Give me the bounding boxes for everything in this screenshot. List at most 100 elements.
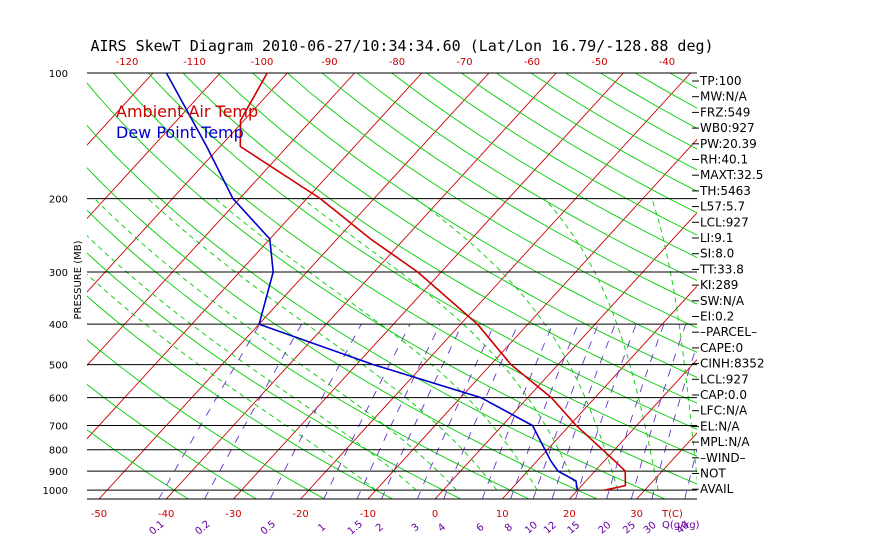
- index-entry: EL:N/A: [700, 419, 740, 433]
- mixing-ratio-line: [684, 447, 697, 499]
- mixing-ratio-line: [381, 323, 463, 499]
- legend-entry: Dew Point Temp: [116, 123, 244, 142]
- mixing-ratio-line: [481, 324, 554, 499]
- isobar-lines: [87, 72, 697, 500]
- mixing-ratio-line: [651, 343, 697, 499]
- index-entry: TP:100: [699, 74, 742, 88]
- mixing-ratio-line: [323, 323, 411, 499]
- isotherm-line: [87, 73, 154, 146]
- mixing-ratio-unit-label: Q(g/kg): [662, 520, 700, 531]
- dry-adiabat-line: [87, 429, 189, 499]
- mixing-ratio-line: [158, 323, 261, 499]
- index-entry: LCL:927: [700, 215, 749, 229]
- pressure-tick-label: 400: [49, 320, 68, 331]
- mixing-ratio-tick-label: 30: [642, 520, 659, 537]
- pressure-tick-label: 200: [49, 195, 68, 206]
- moist-adiabat-line: [214, 198, 538, 491]
- index-entry: TH:5463: [699, 184, 751, 198]
- mixing-ratio-tick-label: 20: [597, 520, 614, 537]
- top-temp-tick-label: -80: [389, 57, 405, 68]
- pressure-tick-label: 1000: [43, 486, 68, 497]
- isotherm-line: [501, 285, 697, 499]
- isotherm-line: [87, 73, 423, 440]
- index-entry: LFC:N/A: [700, 404, 748, 418]
- pressure-tick-label: 800: [49, 446, 68, 457]
- pressure-tick-label: 500: [49, 361, 68, 372]
- bottom-temp-tick-label: -20: [292, 509, 308, 520]
- index-entry: NOT: [700, 467, 726, 481]
- mixing-ratio-tick-label: 2: [374, 522, 386, 535]
- index-entry: CAP:0.0: [700, 388, 747, 402]
- dry-adiabat-line: [844, 73, 870, 499]
- pressure-tick-label: 600: [49, 394, 68, 405]
- dry-adiabat-line: [356, 73, 697, 281]
- dry-adiabat-line: [182, 73, 697, 404]
- dry-adiabat-line: [87, 252, 461, 499]
- top-temp-tick-label: -50: [591, 57, 607, 68]
- dry-adiabat-line: [252, 73, 697, 353]
- index-entry: SI:8.0: [700, 247, 734, 261]
- mixing-ratio-line: [630, 324, 687, 499]
- dry-adiabat-line: [321, 73, 697, 305]
- dry-adiabat-line: [287, 73, 697, 329]
- mixing-ratio-tick-label: 1.5: [346, 519, 365, 538]
- moist-adiabat-line: [302, 198, 578, 491]
- top-temp-tick-label: -40: [659, 57, 675, 68]
- isotherm-line: [838, 73, 870, 499]
- bottom-temp-tick-label: 20: [563, 509, 576, 520]
- index-entry: PW:20.39: [700, 137, 757, 151]
- legend-entry: Ambient Air Temp: [116, 102, 258, 121]
- pressure-tick-label: 300: [49, 268, 68, 279]
- mixing-ratio-line: [551, 324, 616, 499]
- index-entry: –PARCEL–: [700, 325, 757, 339]
- bottom-temp-tick-label: -50: [91, 509, 107, 520]
- y-axis-label: PRESSURE (MB): [73, 240, 84, 319]
- mixing-ratio-tick-label: 0.1: [147, 519, 166, 538]
- index-entry: KI:289: [700, 278, 738, 292]
- index-entry: MAXT:32.5: [700, 168, 763, 182]
- bottom-temp-tick-label: -10: [360, 509, 376, 520]
- moist-adiabat-line: [94, 198, 457, 491]
- index-entry: –WIND–: [700, 451, 746, 465]
- isotherm-line: [0, 73, 19, 499]
- mixing-ratio-lines: [158, 323, 697, 499]
- top-temp-tick-label: -70: [456, 57, 472, 68]
- mixing-ratio-tick-label: 6: [475, 522, 487, 535]
- isotherm-line: [569, 358, 697, 499]
- isotherm-line: [233, 73, 624, 499]
- mixing-ratio-line: [204, 323, 302, 499]
- dry-adiabat-line: [740, 73, 870, 499]
- mixing-ratio-line: [575, 324, 637, 499]
- index-entry: FRZ:549: [700, 105, 750, 119]
- mixing-ratio-line: [269, 323, 362, 499]
- index-entry: CINH:8352: [700, 357, 765, 371]
- moist-adiabat-line: [87, 273, 377, 491]
- top-temp-tick-label: -110: [183, 57, 206, 68]
- index-entry: TT:33.8: [699, 262, 744, 276]
- top-temp-tick-label: -90: [321, 57, 337, 68]
- mixing-ratio-tick-label: 8: [503, 522, 515, 535]
- bottom-temp-tick-label: 30: [630, 509, 643, 520]
- isotherm-line: [434, 212, 697, 499]
- index-entry: LCL:927: [700, 372, 749, 386]
- index-entry: AVAIL: [700, 482, 734, 496]
- bottom-temp-tick-label: 10: [496, 509, 509, 520]
- dry-adiabat-line: [87, 383, 257, 499]
- index-entry: LI:9.1: [700, 231, 733, 245]
- index-entry: RH:40.1: [700, 153, 748, 167]
- chart-title: AIRS SkewT Diagram 2010-06-27/10:34:34.6…: [90, 37, 713, 55]
- bottom-temp-tick-label: 0: [432, 509, 438, 520]
- dry-adiabat-line: [809, 73, 870, 499]
- pressure-tick-label: 900: [49, 467, 68, 478]
- dry-adiabat-line: [87, 124, 666, 499]
- dry-adiabat-lines: [87, 73, 870, 499]
- isotherm-line: [87, 73, 221, 220]
- mixing-ratio-tick-label: 3: [410, 522, 422, 535]
- mixing-ratio-line: [356, 323, 441, 499]
- isotherm-line: [771, 73, 870, 499]
- isotherm-line: [87, 73, 355, 366]
- index-entry: MPL:N/A: [700, 435, 750, 449]
- isotherm-line: [165, 73, 557, 499]
